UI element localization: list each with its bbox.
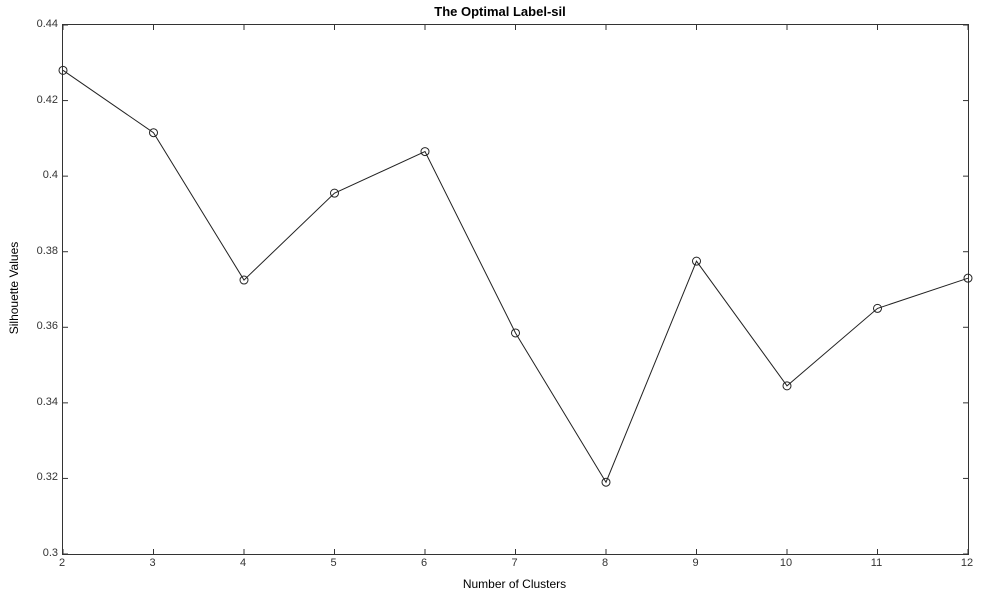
data-marker [874,304,882,312]
figure: The Optimal Label-sil Number of Clusters… [0,0,1000,593]
data-marker [59,66,67,74]
y-axis-label: Silhouette Values [7,188,21,388]
x-tick-label: 8 [602,557,608,569]
x-tick-label: 12 [961,557,973,569]
x-tick-label: 11 [871,557,882,569]
y-tick-label: 0.4 [18,169,58,181]
y-tick-label: 0.34 [18,396,58,408]
data-marker [240,276,248,284]
data-marker [602,478,610,486]
y-tick-label: 0.44 [18,18,58,30]
data-marker [421,148,429,156]
x-tick-label: 3 [149,557,155,569]
data-marker [783,382,791,390]
data-marker [331,189,339,197]
data-marker [512,329,520,337]
y-tick-label: 0.3 [18,547,58,559]
chart-svg [63,25,968,554]
x-tick-label: 4 [240,557,246,569]
x-tick-label: 10 [780,557,792,569]
data-marker [964,274,972,282]
y-tick-label: 0.38 [18,245,58,257]
x-tick-label: 5 [330,557,336,569]
x-tick-label: 2 [59,557,65,569]
x-axis-label: Number of Clusters [62,577,967,591]
data-marker [693,257,701,265]
x-tick-label: 7 [511,557,517,569]
data-line [63,70,968,482]
y-tick-label: 0.36 [18,320,58,332]
x-tick-label: 6 [421,557,427,569]
x-tick-label: 9 [692,557,698,569]
chart-title: The Optimal Label-sil [0,4,1000,19]
y-tick-label: 0.42 [18,94,58,106]
y-tick-label: 0.32 [18,471,58,483]
data-marker [150,129,158,137]
plot-area [62,24,969,555]
